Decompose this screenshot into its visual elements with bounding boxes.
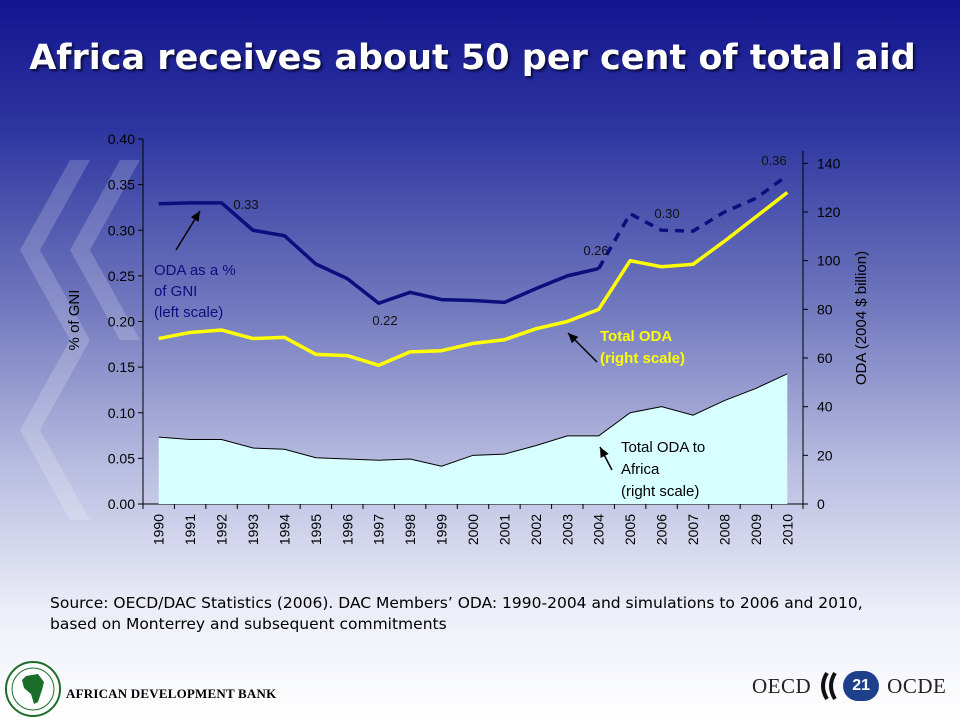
right-tick-label: 40 [817, 399, 833, 415]
x-tick-label: 2001 [496, 514, 512, 545]
right-tick-label: 20 [817, 447, 833, 463]
gni-annotation-text: ODA as a % [154, 262, 236, 279]
x-tick-label: 1990 [151, 514, 167, 545]
left-tick-label: 0.10 [108, 405, 135, 421]
afdb-logo [5, 661, 61, 717]
chart-marks [158, 174, 789, 504]
africa-annotation-arrow-head [600, 447, 609, 458]
total-oda-annotation-arrow-head [568, 333, 579, 344]
left-tick-label: 0.35 [108, 177, 135, 193]
left-tick-label: 0.40 [108, 131, 135, 147]
ocde-text: OCDE [887, 673, 947, 698]
chart-labels: % of GNI ODA (2004 $ billion) 0.33 0.22 0.26… [66, 153, 870, 500]
afdb-name: AFRICAN DEVELOPMENT BANK [66, 686, 277, 701]
x-tick-label: 2004 [591, 514, 607, 545]
x-tick-label: 1993 [245, 514, 261, 545]
right-axis-title: ODA (2004 $ billion) [853, 251, 870, 385]
x-tick-label: 1994 [276, 514, 292, 545]
data-label: 0.22 [372, 313, 397, 328]
page-number: 21 [843, 671, 880, 701]
africa-annotation-text: (right scale) [621, 483, 699, 500]
x-tick-label: 2010 [779, 514, 795, 545]
africa-oda-area [158, 373, 788, 504]
x-tick-label: 2002 [528, 514, 544, 545]
left-tick-label: 0.05 [108, 450, 135, 466]
x-tick-label: 2006 [654, 514, 670, 545]
chart-axes: 0.00 0.05 0.10 0.15 0.20 0.25 0.30 0.35 0.40 0 20 4… [108, 131, 841, 545]
x-tick-label: 1996 [339, 514, 355, 545]
total-oda-annotation-text: Total ODA [600, 328, 672, 345]
data-label: 0.26 [583, 243, 608, 258]
x-tick-label: 2008 [716, 514, 732, 545]
oecd-brackets-icon [821, 671, 837, 701]
x-tick-label: 1992 [214, 514, 230, 545]
gni-annotation-text: of GNI [154, 283, 197, 300]
oecd-logo: OECD 21 OCDE [752, 670, 946, 702]
x-tick-label: 2009 [748, 514, 764, 545]
right-tick-label: 60 [817, 350, 833, 366]
oda-chart: 0.00 0.05 0.10 0.15 0.20 0.25 0.30 0.35 0.40 0 20 4… [66, 131, 870, 545]
total-oda-line [158, 191, 789, 368]
x-tick-label: 1995 [308, 514, 324, 545]
africa-annotation-text: Total ODA to [621, 439, 705, 456]
africa-oda-line [158, 373, 788, 467]
gni-share-line [158, 201, 600, 305]
left-tick-label: 0.15 [108, 359, 135, 375]
right-tick-label: 140 [817, 155, 841, 171]
slide-title: Africa receives about 50 per cent of tot… [29, 38, 916, 78]
data-label: 0.33 [233, 197, 258, 212]
right-tick-label: 0 [817, 496, 825, 512]
x-tick-label: 1999 [434, 514, 450, 545]
right-tick-label: 80 [817, 301, 833, 317]
left-tick-label: 0.30 [108, 222, 135, 238]
gni-share-projection-line [597, 174, 789, 270]
africa-annotation-text: Africa [621, 461, 660, 478]
left-tick-label: 0.20 [108, 314, 135, 330]
gni-annotation-text: (left scale) [154, 304, 223, 321]
x-tick-label: 2005 [622, 514, 638, 545]
right-tick-label: 120 [817, 204, 841, 220]
x-tick-label: 2000 [465, 514, 481, 545]
left-axis-title: % of GNI [66, 290, 83, 351]
left-tick-label: 0.25 [108, 268, 135, 284]
oecd-text: OECD [752, 673, 812, 698]
x-tick-label: 1991 [182, 514, 198, 545]
x-tick-label: 2007 [685, 514, 701, 545]
right-tick-label: 100 [817, 253, 841, 269]
x-tick-label: 1997 [371, 514, 387, 545]
x-tick-label: 2003 [559, 514, 575, 545]
data-label: 0.30 [654, 206, 679, 221]
gni-annotation-arrow-head [190, 211, 200, 222]
data-label: 0.36 [761, 153, 786, 168]
chevron-watermark-icon [20, 160, 140, 520]
x-tick-label: 1998 [402, 514, 418, 545]
source-note: Source: OECD/DAC Statistics (2006). DAC … [50, 594, 863, 633]
left-tick-label: 0.00 [108, 496, 135, 512]
total-oda-annotation-text: (right scale) [600, 350, 685, 367]
